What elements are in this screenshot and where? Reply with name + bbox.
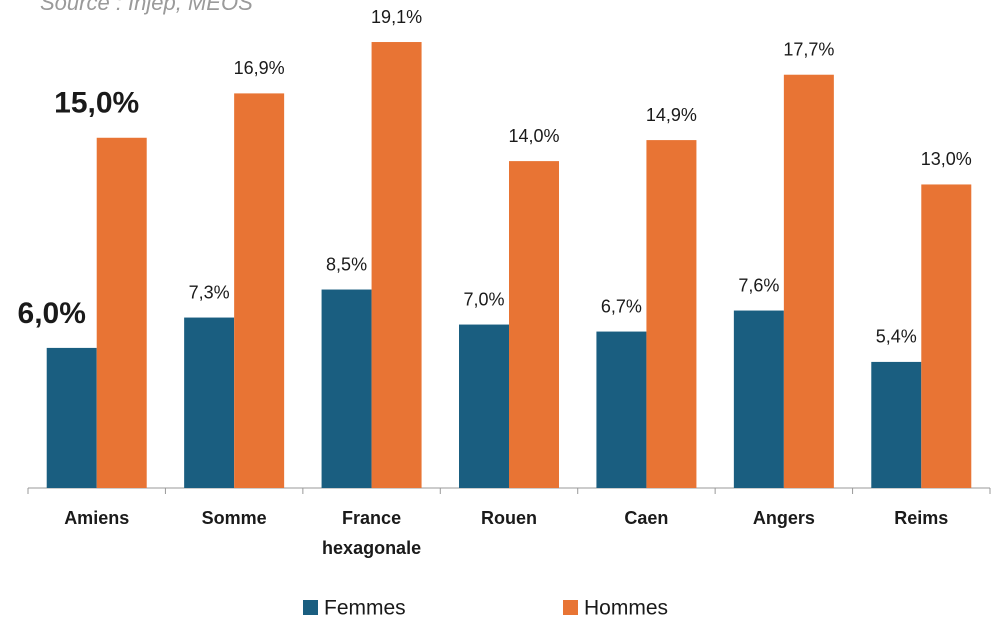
data-label: 14,9% <box>646 105 697 125</box>
legend-swatch <box>563 600 578 615</box>
x-tick-label: Rouen <box>481 508 537 528</box>
bar <box>646 140 697 488</box>
bar <box>371 42 422 488</box>
bar <box>921 184 972 488</box>
x-tick-label: Amiens <box>64 508 129 528</box>
bar <box>184 317 235 488</box>
bar <box>783 74 834 488</box>
data-label: 5,4% <box>876 327 917 347</box>
x-tick-label: Caen <box>624 508 668 528</box>
x-tick-label: Reims <box>894 508 948 528</box>
legend-label: Hommes <box>584 597 668 620</box>
x-tick-label: Somme <box>202 508 267 528</box>
legend-swatch <box>303 600 318 615</box>
data-label: 16,9% <box>234 58 285 78</box>
x-tick-label-line: hexagonale <box>322 538 421 558</box>
bar <box>459 324 509 488</box>
data-label: 13,0% <box>921 149 972 169</box>
data-label: 7,6% <box>738 275 779 295</box>
bar <box>321 289 372 488</box>
bar <box>733 310 784 488</box>
data-label: 7,3% <box>189 282 230 302</box>
bar <box>596 331 647 488</box>
x-tick-label-line: France <box>342 508 401 528</box>
data-label: 19,1% <box>371 7 422 27</box>
data-label: 7,0% <box>463 289 504 309</box>
source: Source : Injep, MEOS <box>40 0 253 15</box>
x-tick-label: Angers <box>753 508 815 528</box>
x-tick-label: France hexagonale <box>322 508 421 558</box>
bar <box>46 347 97 488</box>
legend-label: Femmes <box>324 597 406 620</box>
bar <box>509 161 559 488</box>
data-label: 6,0% <box>18 297 86 330</box>
bar <box>96 137 147 488</box>
data-label: 14,0% <box>508 126 559 146</box>
bar <box>871 361 922 488</box>
data-label: 6,7% <box>601 296 642 316</box>
data-label: 17,7% <box>783 39 834 59</box>
bar <box>234 93 285 489</box>
data-label: 15,0% <box>54 87 139 120</box>
data-label: 8,5% <box>326 254 367 274</box>
